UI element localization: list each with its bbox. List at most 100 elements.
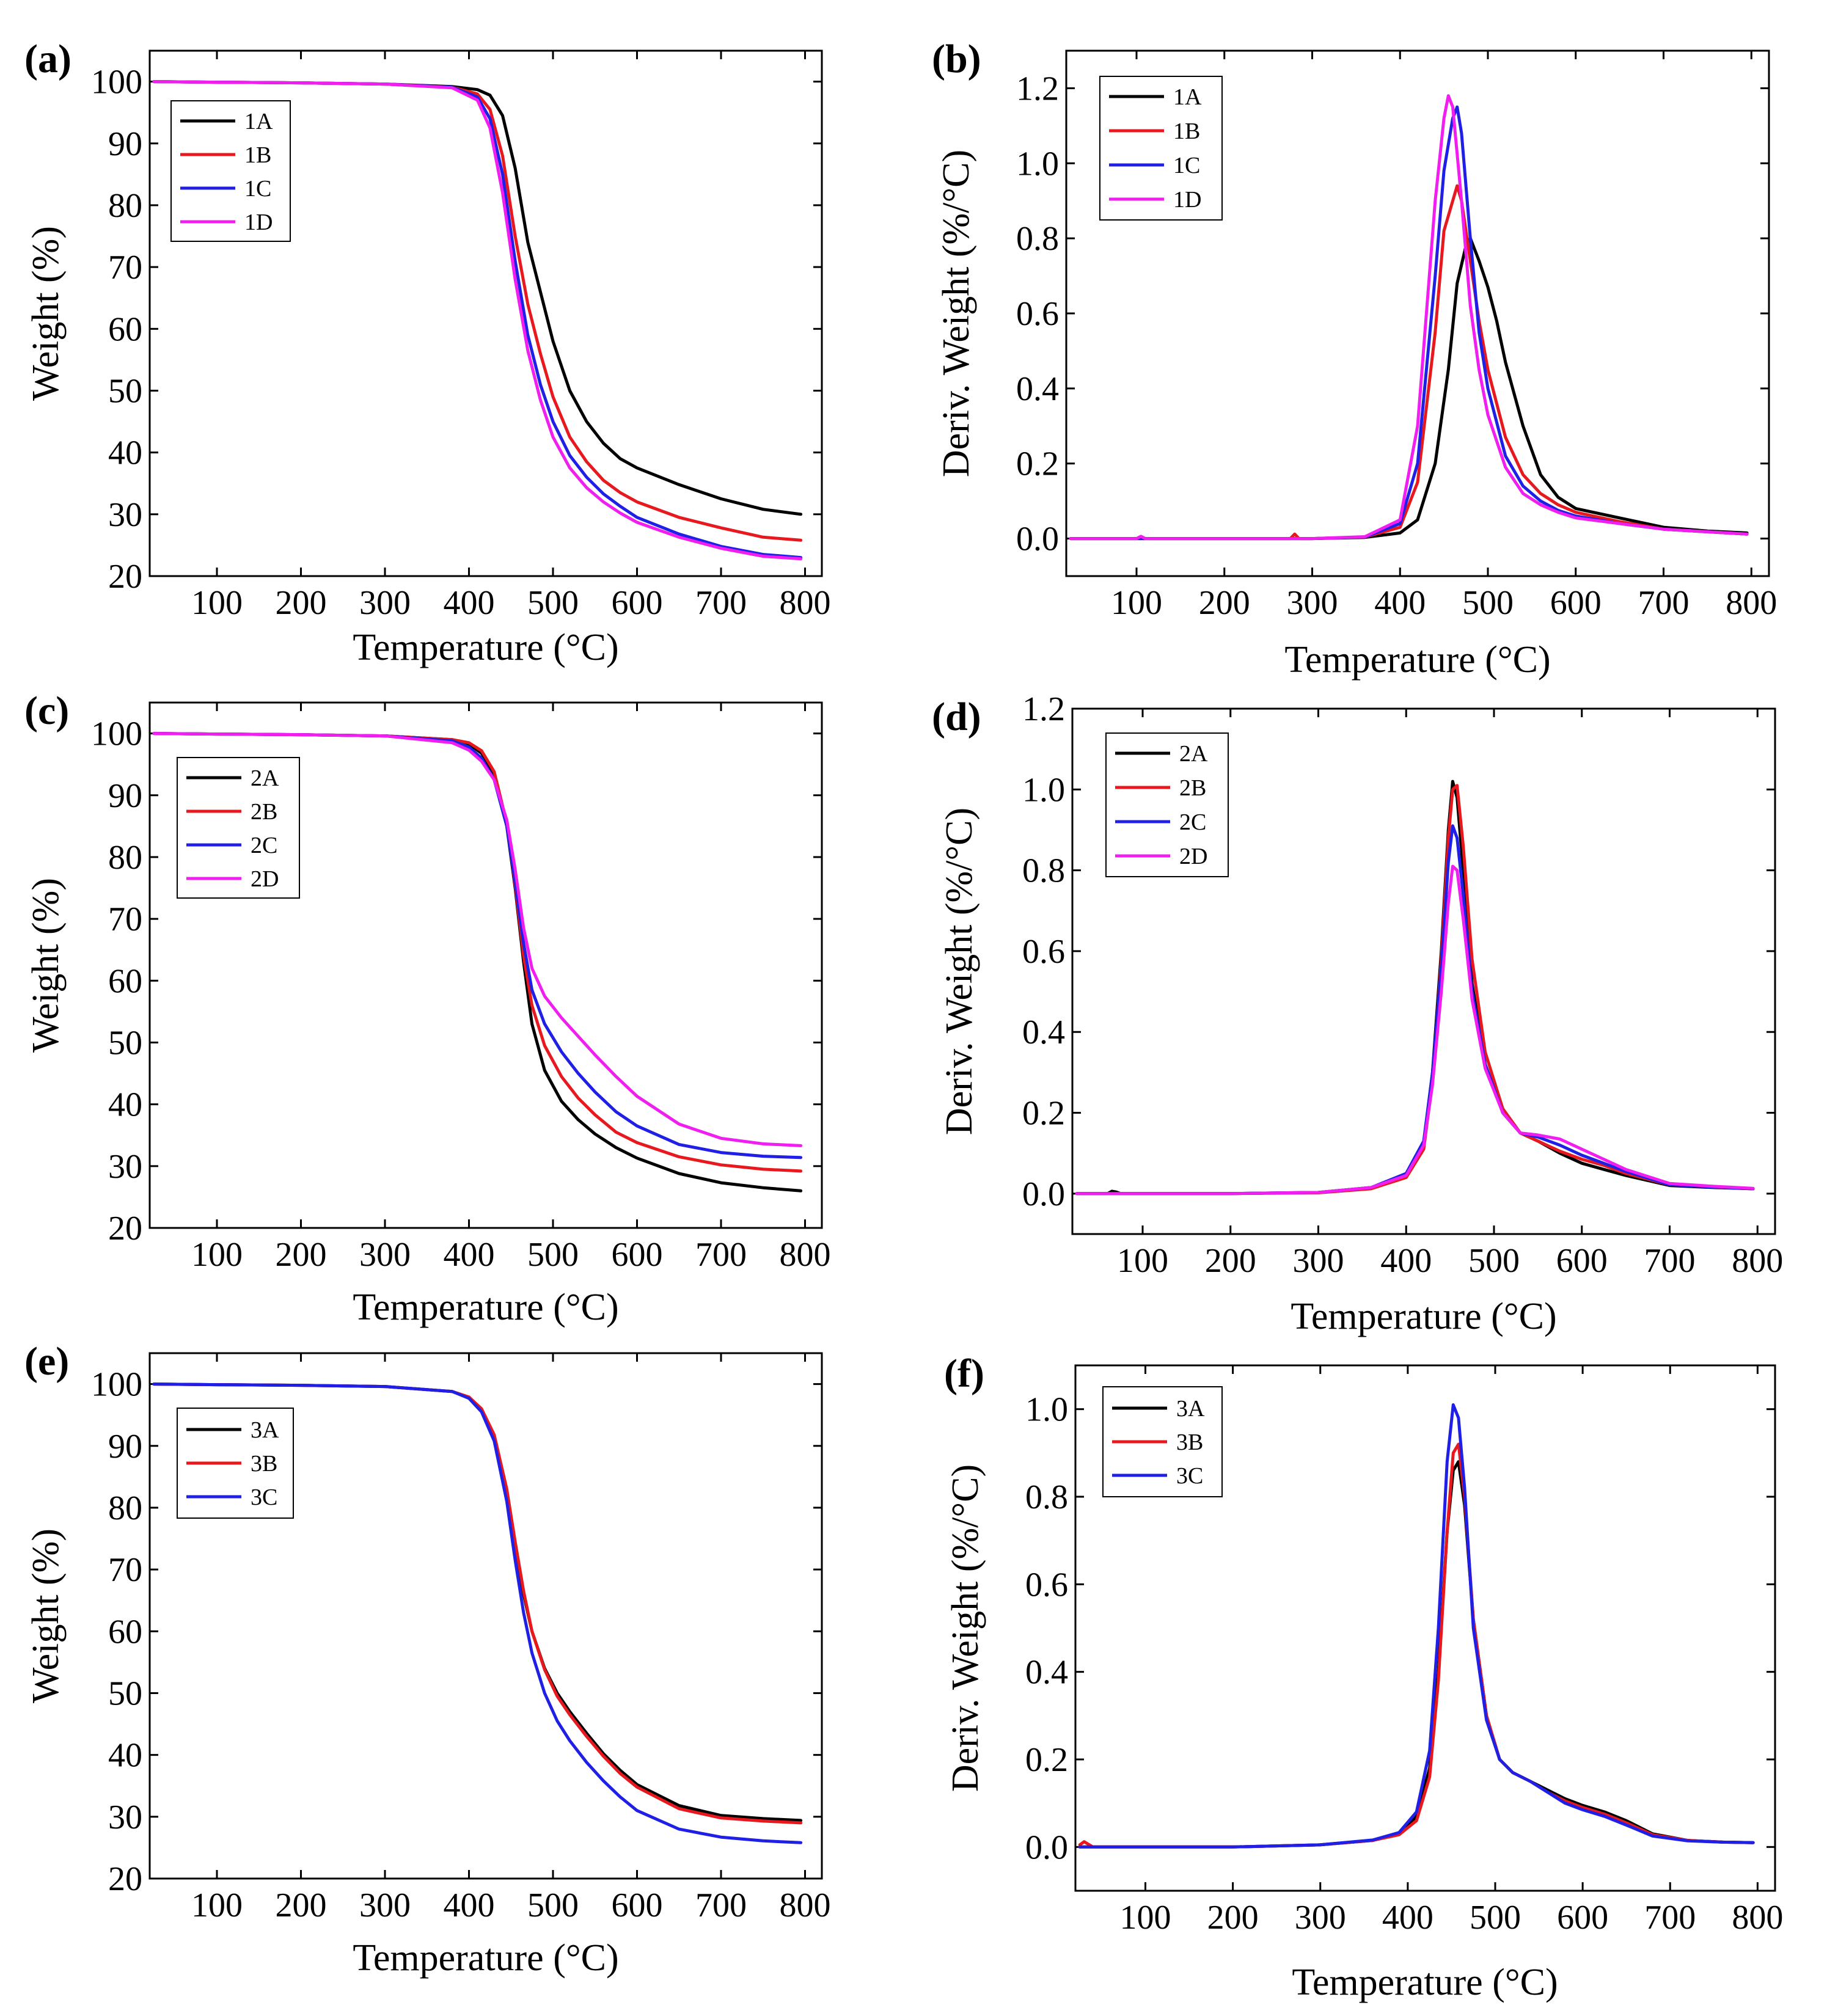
legend: 2A 2B 2C 2D: [177, 757, 300, 899]
x-axis-title: Temperature (°C): [1291, 1296, 1556, 1337]
axis-ticks: 100 200 300 400 500 600 700 800 0.0 0.2 0.4 0.6 0.8 1…: [1016, 51, 1777, 622]
x-tick-label: 400: [1374, 584, 1426, 622]
axis-ticks: 100 200 300 400 500 600 700 800 20 30 40 50 60 70 80 90…: [91, 703, 831, 1274]
x-tick-label: 400: [1382, 1899, 1433, 1937]
y-tick-label: 80: [108, 839, 142, 877]
legend: 3A 3B 3C: [1102, 1386, 1223, 1497]
y-tick-label: 0.6: [1016, 295, 1059, 333]
legend-label-1C: 1C: [1173, 153, 1200, 178]
y-tick-label: 40: [108, 434, 142, 472]
series-layer: [152, 1382, 803, 1844]
legend-label-1D: 1D: [1173, 187, 1201, 213]
x-axis-title: Temperature (°C): [353, 1287, 618, 1328]
x-tick-label: 800: [1732, 1242, 1783, 1280]
x-tick-label: 200: [1205, 1242, 1256, 1280]
panel-label: (a): [24, 37, 71, 81]
legend-label-2C: 2C: [251, 833, 277, 858]
x-tick-label: 600: [612, 1236, 663, 1274]
plot-frame: [148, 1352, 823, 1880]
legend-label-1A: 1A: [244, 109, 273, 134]
y-axis-title: Weight (%): [25, 878, 67, 1053]
y-tick-label: 60: [108, 1613, 142, 1651]
y-tick-label: 1.2: [1016, 70, 1059, 108]
axis-ticks: 100 200 300 400 500 600 700 800 20 30 40 50 60 70 80 90…: [91, 1353, 831, 1924]
x-tick-label: 800: [780, 584, 831, 622]
x-tick-label: 600: [612, 1886, 663, 1924]
x-tick-label: 400: [444, 1236, 495, 1274]
x-tick-label: 400: [444, 584, 495, 622]
x-axis-title: Temperature (°C): [353, 627, 618, 668]
x-tick-label: 500: [1462, 584, 1514, 622]
panel-label: (f): [944, 1351, 984, 1396]
x-tick-label: 600: [1556, 1242, 1608, 1280]
axis-ticks: 100 200 300 400 500 600 700 800 0.0 0.2 0.4 0.6 0.8 1…: [1022, 690, 1783, 1280]
y-tick-label: 100: [91, 64, 142, 101]
y-tick-label: 50: [108, 372, 142, 410]
legend-box: [177, 757, 300, 899]
x-tick-label: 700: [695, 584, 747, 622]
legend-label-2C: 2C: [1179, 809, 1206, 835]
y-axis-title: Deriv. Weight (%/°C): [945, 1464, 986, 1792]
legend-label-3C: 3C: [251, 1485, 277, 1510]
x-tick-label: 500: [527, 1236, 579, 1274]
y-tick-label: 0.8: [1016, 220, 1059, 258]
x-tick-label: 700: [1638, 584, 1690, 622]
y-axis-title: Weight (%): [25, 226, 67, 401]
series-line-1D: [1069, 94, 1749, 541]
y-tick-label: 0.2: [1016, 445, 1059, 483]
y-tick-label: 0.8: [1025, 1478, 1068, 1516]
y-tick-label: 1.0: [1016, 145, 1059, 183]
y-tick-label: 90: [108, 125, 142, 163]
y-axis-title: Weight (%): [25, 1528, 67, 1703]
series-line-3C: [152, 1382, 803, 1844]
legend-label-1B: 1B: [1173, 119, 1200, 144]
legend-label-2B: 2B: [1179, 775, 1206, 801]
legend-label-2A: 2A: [251, 765, 279, 791]
series-line-1B: [1069, 184, 1749, 541]
y-tick-label: 100: [91, 715, 142, 753]
series-layer: [152, 80, 803, 561]
y-tick-label: 100: [91, 1366, 142, 1404]
legend-label-2D: 2D: [1179, 844, 1207, 869]
x-tick-label: 700: [695, 1236, 747, 1274]
panel-d: 100 200 300 400 500 600 700 800 0.0 0.2 0.4 0.6 0.8 1…: [932, 690, 1783, 1337]
x-tick-label: 800: [780, 1236, 831, 1274]
series-layer: [152, 732, 803, 1192]
y-tick-label: 80: [108, 1489, 142, 1527]
x-tick-label: 100: [191, 1886, 243, 1924]
x-tick-label: 500: [1468, 1242, 1520, 1280]
x-tick-label: 100: [1111, 584, 1162, 622]
x-tick-label: 800: [1726, 584, 1777, 622]
legend-label-3B: 3B: [251, 1451, 277, 1477]
series-layer: [1078, 1403, 1755, 1849]
y-tick-label: 40: [108, 1086, 142, 1124]
y-tick-label: 0.2: [1025, 1741, 1068, 1779]
y-tick-label: 20: [108, 558, 142, 596]
legend-label-3B: 3B: [1176, 1430, 1203, 1455]
x-tick-label: 100: [191, 584, 243, 622]
x-tick-label: 300: [359, 584, 411, 622]
x-tick-label: 800: [1732, 1899, 1783, 1937]
x-tick-label: 300: [359, 1236, 411, 1274]
legend-label-2B: 2B: [251, 799, 277, 825]
series-layer: [1075, 780, 1755, 1196]
y-tick-label: 0.0: [1016, 520, 1059, 558]
panel-b: 100 200 300 400 500 600 700 800 0.0 0.2 0.4 0.6 0.8 1…: [932, 37, 1777, 681]
x-axis-title: Temperature (°C): [353, 1937, 618, 1979]
x-tick-label: 100: [1120, 1899, 1171, 1937]
y-tick-label: 0.6: [1022, 933, 1065, 971]
x-tick-label: 700: [1644, 1899, 1696, 1937]
x-tick-label: 600: [1550, 584, 1602, 622]
panel-label: (c): [24, 688, 69, 733]
y-tick-label: 0.0: [1025, 1828, 1068, 1866]
x-tick-label: 700: [1644, 1242, 1696, 1280]
legend-box: [1105, 732, 1229, 877]
x-tick-label: 400: [444, 1886, 495, 1924]
y-tick-label: 1.2: [1022, 690, 1065, 728]
plot-frame: [1074, 1364, 1776, 1892]
panel-a: 100 200 300 400 500 600 700 800 20 30 40 50 60 70 80 90…: [24, 37, 831, 668]
x-tick-label: 400: [1380, 1242, 1432, 1280]
x-tick-label: 100: [191, 1236, 243, 1274]
x-axis-title: Temperature (°C): [1284, 639, 1550, 681]
x-tick-label: 300: [1293, 1242, 1344, 1280]
